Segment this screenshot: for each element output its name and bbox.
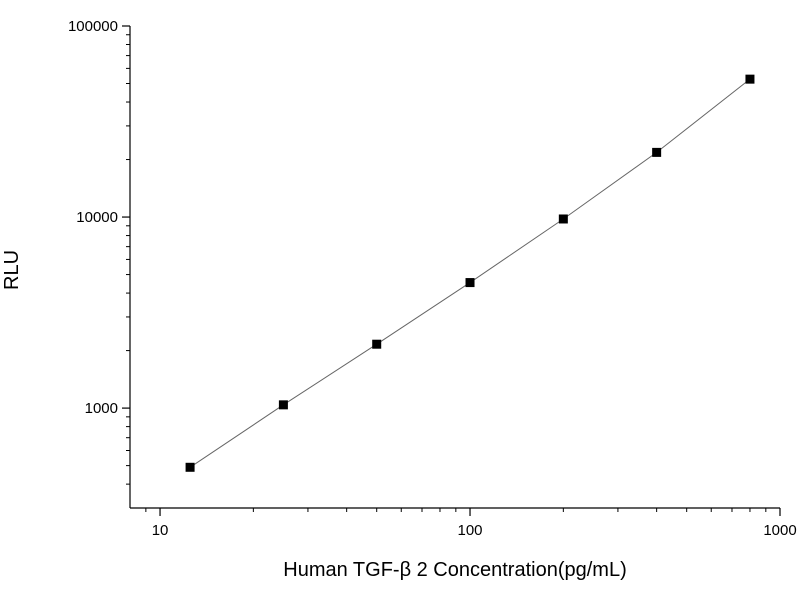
x-tick-label: 1000: [763, 522, 796, 539]
y-tick-label: 10000: [76, 209, 118, 226]
axes: 10 100 1000 1000 10000 100000: [68, 18, 797, 539]
data-point: [465, 278, 475, 288]
x-tick-label: 100: [458, 522, 483, 539]
x-tick-label: 10: [152, 522, 169, 539]
x-axis-label: Human TGF-β 2 Concentration(pg/mL): [283, 559, 627, 581]
plot-area: [185, 74, 755, 472]
data-point: [185, 462, 195, 472]
data-point: [372, 339, 382, 349]
data-point: [652, 147, 662, 157]
data-point: [278, 400, 288, 410]
series-line: [189, 78, 751, 468]
data-point: [558, 214, 568, 224]
y-tick-label: 100000: [68, 18, 118, 35]
y-axis-label: RLU: [1, 250, 23, 290]
y-tick-label: 1000: [85, 400, 118, 417]
data-point: [745, 74, 755, 84]
